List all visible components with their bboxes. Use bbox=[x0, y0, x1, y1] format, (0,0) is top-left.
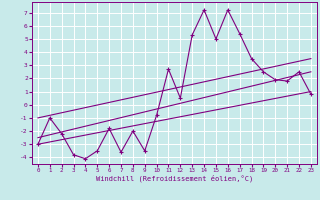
X-axis label: Windchill (Refroidissement éolien,°C): Windchill (Refroidissement éolien,°C) bbox=[96, 175, 253, 182]
